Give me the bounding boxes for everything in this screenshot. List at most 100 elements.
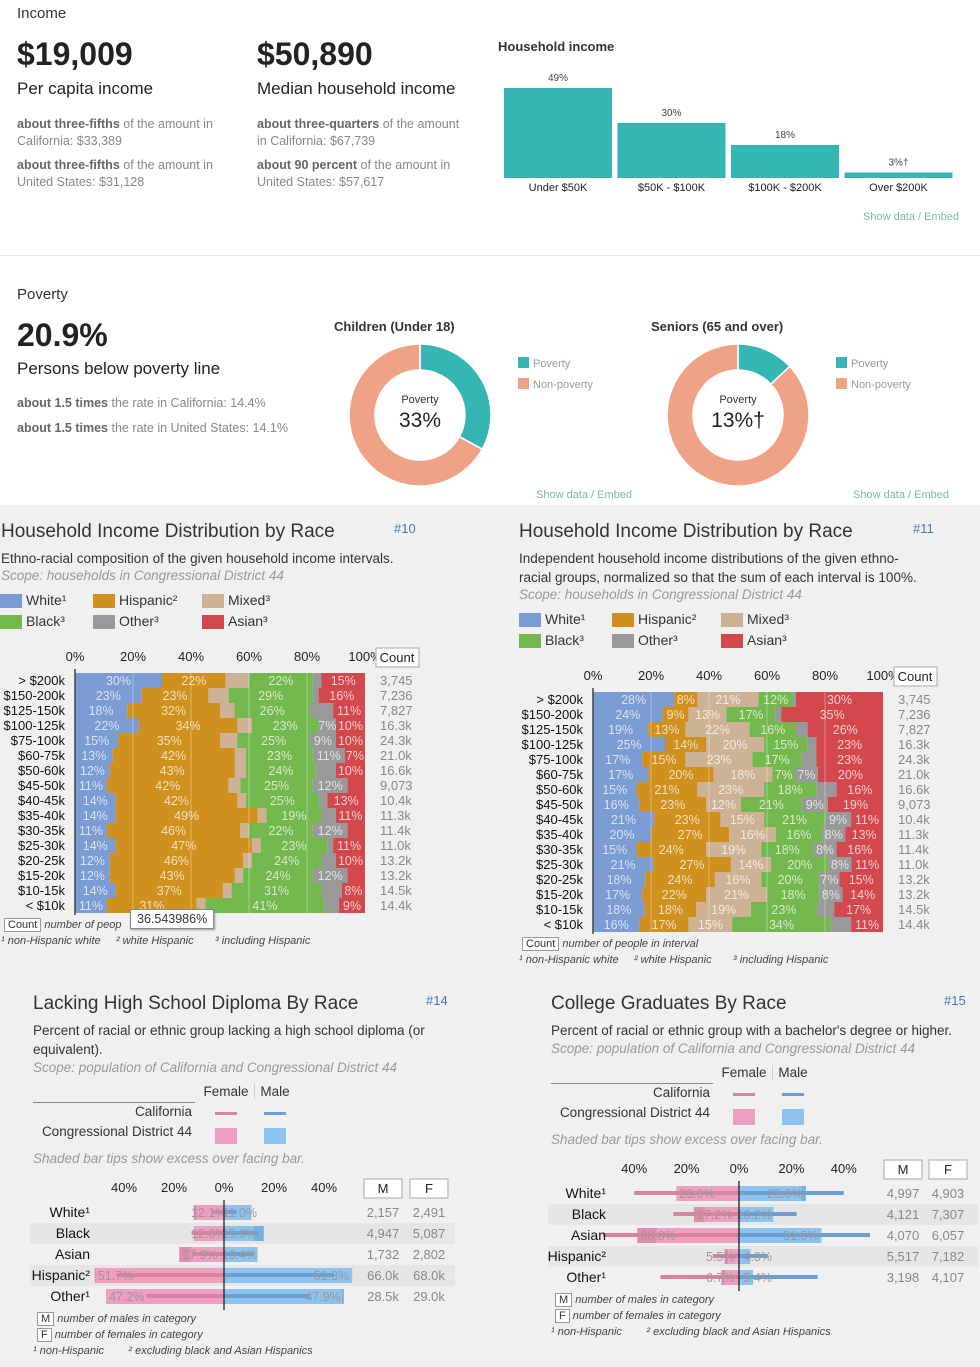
row-category-label: > $200k [536,692,583,707]
stack-segment-mixed [251,838,261,853]
stack-segment-mixed [714,872,762,887]
male-ca-bar [739,1275,818,1279]
stack-segment-asian [338,898,365,913]
segment-label: 34% [769,918,794,932]
income-show-data-link[interactable]: Show data / Embed [863,211,960,223]
p11-number[interactable]: #11 [913,521,934,536]
per-capita-compare-ca: about three-fifths of the amount in Calif… [17,117,213,148]
male-ca-bar [224,1231,259,1235]
segment-label: 16% [604,918,629,932]
female-value-label: 17.9% [182,1248,217,1262]
segment-label: 21% [724,888,749,902]
stack-segment-hispanic [665,737,707,752]
male-value-label: 51.3% [314,1269,349,1283]
segment-label: 19% [721,843,746,857]
p11-footnotes: ¹ non-Hispanic white ² white Hispanic ³ … [519,954,829,966]
axis-tick-label: 0% [730,1161,749,1176]
stack-segment-black [234,703,310,718]
row-category-label: $150-200k [4,688,66,703]
segment-label: 11% [79,899,103,913]
stack-segment-hispanic [636,842,707,857]
segment-label: 23% [281,839,306,853]
stack-segment-other [312,673,322,688]
stack-segment-black [726,707,776,722]
seniors-center-value: 13%† [711,409,765,432]
m-count: 4,070 [887,1228,920,1243]
segment-label: 34% [176,719,201,733]
stack-segment-other [309,703,334,718]
f-count: 68.0k [413,1268,445,1283]
stack-segment-mixed [208,688,229,703]
segment-label: 18% [778,783,803,797]
p14-description-1: Percent of racial or ethnic group lackin… [33,1023,425,1038]
row-category-label: $35-40k [18,808,65,823]
row-category-label: $50-60k [536,782,583,797]
p14-title: Lacking High School Diploma By Race [33,993,359,1014]
p10-number[interactable]: #10 [394,521,416,536]
stack-segment-mixed [729,827,776,842]
segment-label: 43% [160,869,185,883]
segment-label: 47% [171,839,196,853]
f-count: 2,802 [413,1247,446,1262]
segment-label: 17% [652,918,677,932]
stack-segment-other [816,782,837,797]
female-value-label: 5.5% [706,1250,735,1264]
stack-segment-asian [816,737,883,752]
m-header-box [363,1178,403,1199]
female-excess-tip [193,1205,197,1220]
female-ca-bar [660,1275,739,1279]
seniors-legend: Poverty Non-poverty [836,354,911,393]
row-count: 16.3k [380,718,412,733]
stack-segment-black [732,917,831,932]
stack-segment-hispanic [141,688,209,703]
axis-tick-label: 40% [178,649,204,664]
row-count: 9,073 [898,797,931,812]
children-poverty-donut [348,343,492,487]
segment-label: 14% [83,794,108,808]
legend-hispanic: Hispanic² [93,592,203,609]
per-capita-value: $19,009 [17,36,133,72]
row-category-label: $60-75k [18,748,65,763]
segment-label: 49% [174,809,199,823]
row-category-label: $35-40k [536,827,583,842]
m-count: 4,997 [887,1186,920,1201]
male-value-label: 31.5% [783,1229,818,1243]
f-count: 4,903 [932,1186,965,1201]
male-value-label: 5.4% [744,1271,773,1285]
segment-label: 7% [318,719,336,733]
income-bar [844,172,953,178]
segment-label: 12% [318,824,343,838]
legend-hispanic: Hispanic² [612,611,722,628]
children-center-label: Poverty [401,394,439,406]
stack-segment-white [75,673,162,688]
stack-segment-white [75,778,107,793]
segment-label: 14% [83,884,108,898]
segment-label: 23% [707,753,732,767]
income-bar-value: 30% [661,108,681,119]
stack-segment-white [75,838,116,853]
axis-tick-label: 40% [621,1161,647,1176]
stack-segment-asian [845,827,883,842]
children-show-data-link[interactable]: Show data / Embed [536,489,633,501]
female-ca-bar [634,1191,739,1195]
male-ca-bar [739,1212,797,1216]
segment-label: 19% [608,723,633,737]
stack-segment-asian [327,793,365,808]
segment-label: 23% [718,783,743,797]
stack-segment-hispanic [644,902,697,917]
p15-number[interactable]: #15 [944,993,966,1008]
axis-tick-label: 100% [866,668,900,683]
stack-segment-black [243,868,313,883]
stack-segment-mixed [706,737,765,752]
male-value-label: 11.0% [222,1206,257,1220]
segment-label: 14% [83,809,108,823]
row-count: 7,236 [898,707,931,722]
p14-number[interactable]: #14 [426,993,448,1008]
female-ca-bar [191,1231,224,1235]
segment-label: 18% [730,768,755,782]
seniors-show-data-link[interactable]: Show data / Embed [853,489,950,501]
male-value-label: 13.2% [737,1208,772,1222]
stack-segment-asian [851,857,883,872]
p11-description-1: Independent household income distributio… [519,551,899,566]
male-ca-bar [224,1273,334,1277]
